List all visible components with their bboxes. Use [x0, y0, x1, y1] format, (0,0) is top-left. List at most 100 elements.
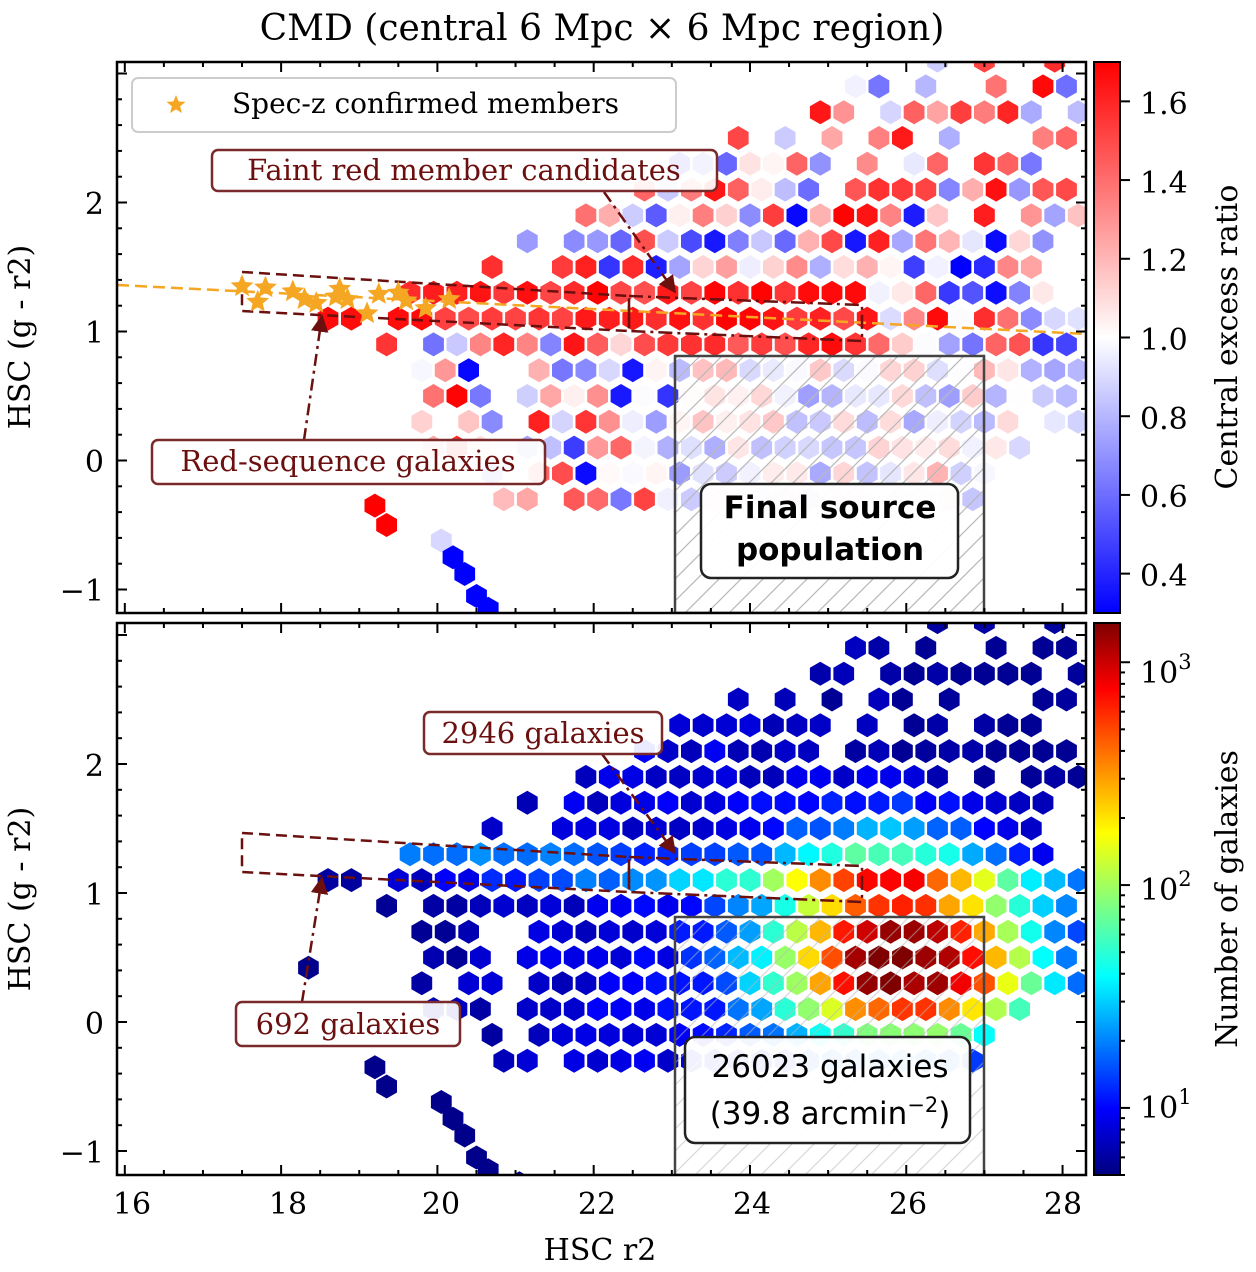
cb-tick-1e2: 102	[1140, 867, 1192, 908]
excess-hexbin	[903, 203, 925, 228]
count-hexbin	[739, 816, 761, 841]
excess-hexbin	[1044, 409, 1066, 434]
count-hexbin	[704, 893, 726, 918]
count-hexbin	[669, 764, 690, 789]
excess-hexbin	[1009, 229, 1030, 254]
excess-hexbin	[563, 435, 585, 460]
count-hexbin	[587, 790, 608, 815]
excess-hexbin	[845, 74, 866, 99]
excess-hexbin	[552, 409, 573, 434]
count-hexbin	[927, 764, 948, 789]
count-hexbin	[856, 868, 878, 893]
excess-hexbin	[845, 280, 866, 305]
count-hexbin	[622, 1022, 644, 1047]
legend: Spec-z confirmed members	[131, 77, 677, 133]
count-hexbin	[786, 816, 808, 841]
count-hexbin	[516, 1048, 538, 1073]
count-hexbin	[681, 739, 702, 764]
count-hexbin	[774, 842, 796, 867]
excess-hexbin	[938, 332, 960, 357]
excess-hexbin	[985, 384, 1007, 408]
cb-tick-1.2: 1.2	[1140, 244, 1188, 279]
excess-hexbin	[1067, 100, 1086, 125]
count-hexbin	[774, 893, 796, 918]
count-hexbin	[892, 739, 913, 764]
count-hexbin	[681, 893, 702, 918]
count-hexbin	[751, 739, 773, 764]
count-hexbin	[552, 971, 573, 996]
count-hexbin	[763, 816, 784, 841]
red-sequence-annotation-arrow	[302, 314, 329, 441]
excess-hexbin	[634, 487, 655, 512]
count-hexbin	[470, 893, 491, 918]
excess-hexbin	[458, 306, 479, 331]
count-hexbin	[645, 919, 667, 944]
excess-hexbin	[376, 513, 397, 537]
excess-hexbin	[434, 306, 456, 331]
excess-hexbin	[809, 255, 831, 279]
count-hexbin	[739, 868, 761, 893]
excess-hexbin	[950, 255, 972, 279]
count-hexbin	[1009, 790, 1030, 815]
count-hexbin	[856, 764, 878, 789]
top-colorbar-ticks	[1120, 100, 1130, 575]
excess-hexbin	[563, 487, 585, 512]
excess-hexbin	[997, 306, 1019, 331]
excess-hexbin	[681, 332, 702, 357]
excess-hexbin	[985, 229, 1007, 254]
excess-hexbin	[587, 384, 608, 408]
excess-hexbin	[1056, 384, 1077, 408]
excess-hexbin	[610, 435, 632, 460]
excess-hexbin	[786, 255, 808, 279]
count-hexbin	[974, 816, 995, 841]
excess-hexbin	[938, 177, 960, 202]
top-colorbar	[1093, 61, 1121, 614]
count-hexbin	[1032, 739, 1054, 764]
excess-hexbin	[470, 280, 491, 305]
count-hexbin	[833, 816, 855, 841]
excess-hexbin	[598, 255, 620, 279]
count-hexbin	[1044, 868, 1066, 893]
count-hexbin	[1009, 842, 1030, 867]
excess-hexbin	[974, 100, 995, 125]
excess-hexbin	[493, 280, 515, 305]
count-hexbin	[1009, 945, 1030, 970]
bottom-ytick-1: 1	[85, 878, 104, 913]
count-hexbin	[598, 919, 620, 944]
count-hexbin	[1009, 893, 1030, 918]
excess-hexbin	[704, 332, 726, 357]
count-hexbin	[610, 945, 632, 970]
svg-text:Final source: Final source	[724, 490, 937, 526]
excess-hexbin	[645, 358, 667, 383]
excess-hexbin	[868, 74, 890, 99]
count-hexbin	[481, 868, 503, 893]
count-hexbin	[845, 842, 866, 867]
excess-hexbin	[1020, 306, 1042, 331]
excess-hexbin	[610, 487, 632, 512]
bottom-faint-count-label: 2946 galaxies	[422, 710, 664, 756]
cb-tick-0.4: 0.4	[1140, 559, 1188, 594]
excess-hexbin	[1009, 332, 1030, 357]
excess-hexbin	[563, 332, 585, 357]
excess-hexbin	[927, 151, 948, 176]
count-hexbin	[892, 893, 913, 918]
excess-hexbin	[669, 203, 690, 228]
svg-text:26023 galaxies: 26023 galaxies	[712, 1049, 949, 1085]
excess-hexbin	[833, 203, 855, 228]
spec-z-star-layer	[230, 274, 461, 324]
excess-hexbin	[997, 151, 1019, 176]
count-hexbin	[997, 868, 1019, 893]
count-hexbin	[446, 893, 468, 918]
excess-hexbin	[1032, 126, 1054, 150]
top-faint-box	[627, 294, 864, 343]
excess-hexbin	[540, 280, 562, 305]
count-hexbin	[505, 868, 526, 893]
count-hexbin	[587, 1048, 608, 1073]
excess-hexbin	[681, 229, 702, 254]
excess-hexbin	[552, 255, 573, 279]
count-hexbin	[454, 1123, 476, 1148]
count-hexbin	[430, 1090, 452, 1114]
count-hexbin	[1020, 661, 1042, 686]
excess-hexbin	[645, 306, 667, 331]
final-source-label: Final source population	[699, 482, 960, 580]
